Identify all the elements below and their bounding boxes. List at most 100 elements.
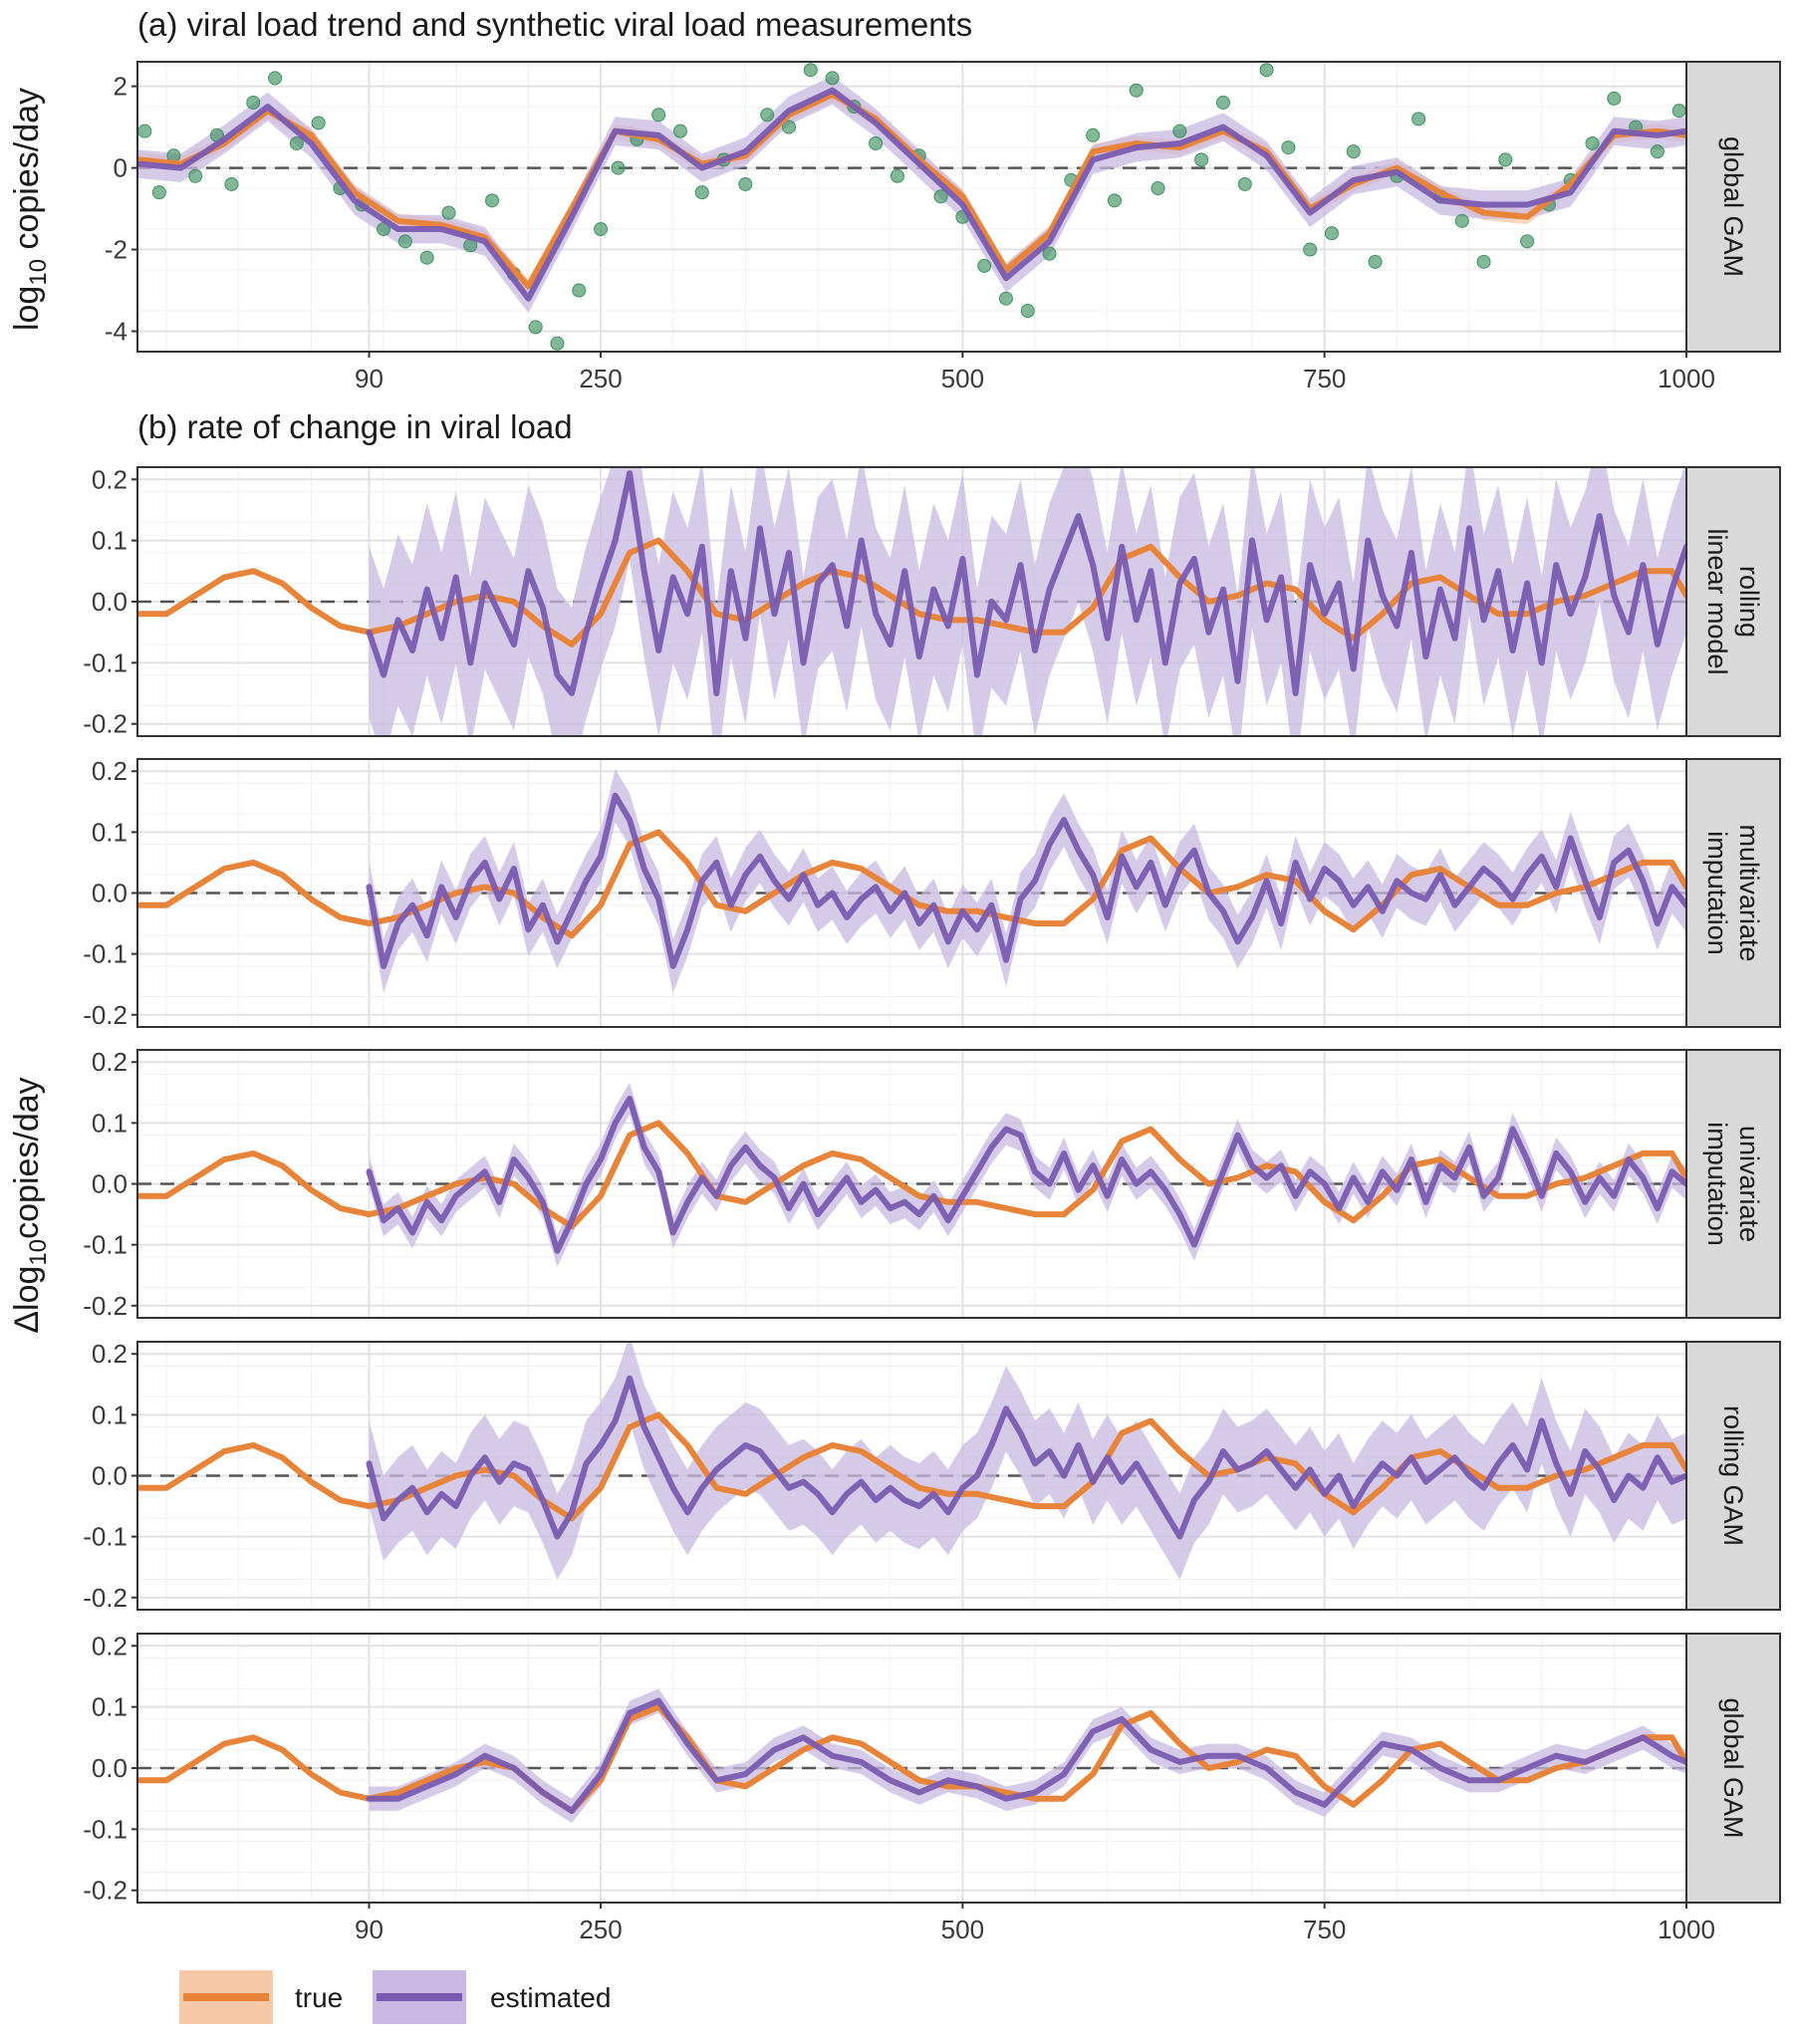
measurement-point bbox=[1042, 246, 1057, 261]
measurement-point bbox=[1368, 254, 1383, 269]
panels: -4 -2 0 2 90 250 500 750 1000 global GAM -0.2 -0.1 0… bbox=[83, 61, 1781, 1944]
facet-strip: univariateimputation bbox=[1685, 1049, 1781, 1319]
panel-b3: -0.2 -0.1 0.0 0.1 0.2 univariateimputation bbox=[83, 1047, 1781, 1321]
y-tick-label: -0.2 bbox=[83, 1583, 128, 1613]
facet-strip-label-line: rolling bbox=[1734, 566, 1764, 638]
estimated-series-line bbox=[366, 1697, 1686, 1814]
measurement-point bbox=[1454, 213, 1469, 228]
facet-strip-label-line: imputation bbox=[1702, 1122, 1732, 1246]
panel-b4: -0.2 -0.1 0.0 0.1 0.2 rolling GAM bbox=[83, 1339, 1781, 1613]
measurement-point bbox=[1607, 91, 1622, 106]
facet-strip-label-line: rolling GAM bbox=[1718, 1405, 1748, 1546]
y-tick-label: 0 bbox=[114, 153, 128, 183]
legend-key-estimated bbox=[373, 1970, 466, 2024]
y-tick-label: -0.1 bbox=[83, 1230, 128, 1260]
panel-b-y-axis-label: Δlog10copies/day bbox=[8, 1077, 52, 1333]
true-series-line bbox=[137, 829, 1686, 939]
facet-strip-background bbox=[1685, 1341, 1781, 1611]
facet-strip: global GAM bbox=[1685, 1633, 1781, 1904]
measurement-point bbox=[825, 71, 840, 86]
plot-area bbox=[137, 467, 1686, 736]
facet-strip-label-line: multivariate bbox=[1734, 824, 1764, 961]
estimated-series-ribbon bbox=[369, 768, 1686, 993]
y-tick-label: -0.1 bbox=[83, 1814, 128, 1844]
measurement-point bbox=[268, 71, 283, 86]
y-tick-label: 0.0 bbox=[92, 587, 128, 617]
legend-key-true bbox=[179, 1970, 273, 2024]
estimated-series-line bbox=[137, 87, 1686, 302]
y-tick-label: -2 bbox=[105, 235, 128, 265]
measurement-point bbox=[869, 135, 884, 150]
facet-strip-background bbox=[1685, 61, 1781, 353]
measurement-point bbox=[1303, 242, 1318, 257]
measurement-point bbox=[1281, 140, 1296, 155]
measurement-point bbox=[1650, 144, 1665, 159]
x-tick-label: 250 bbox=[579, 364, 622, 393]
measurement-point bbox=[572, 283, 587, 298]
measurement-point bbox=[1215, 95, 1230, 110]
measurement-point bbox=[528, 320, 543, 335]
measurement-point bbox=[1107, 193, 1122, 208]
legend-estimated-label: estimated bbox=[490, 1982, 611, 2013]
measurement-point bbox=[397, 234, 412, 249]
y-tick-label: -0.2 bbox=[83, 709, 128, 739]
legend-true-label: true bbox=[295, 1982, 343, 2013]
y-tick-label: -0.1 bbox=[83, 1522, 128, 1552]
plot-area bbox=[137, 1688, 1686, 1824]
estimated-series-line bbox=[366, 792, 1686, 969]
y-tick-label: 0.0 bbox=[92, 879, 128, 908]
estimated-series-ribbon bbox=[369, 1342, 1686, 1580]
measurement-point bbox=[1411, 112, 1426, 127]
panel-b2: -0.2 -0.1 0.0 0.1 0.2 multivariateimputation bbox=[83, 756, 1781, 1030]
y-tick-label: -0.2 bbox=[83, 1876, 128, 1906]
true-series-line bbox=[137, 1703, 1686, 1814]
measurement-point bbox=[1086, 128, 1101, 142]
measurement-point bbox=[1237, 176, 1252, 191]
measurement-point bbox=[781, 120, 796, 134]
facet-strip-label: univariateimputation bbox=[1702, 1122, 1764, 1246]
measurement-point bbox=[1671, 104, 1686, 119]
plot-area bbox=[137, 768, 1686, 993]
x-tick-label: 90 bbox=[355, 1915, 384, 1944]
measurement-point bbox=[998, 291, 1013, 306]
measurement-point bbox=[1498, 152, 1513, 167]
y-tick-label: 0.2 bbox=[92, 756, 128, 786]
panel-b1: -0.2 -0.1 0.0 0.1 0.2 rollinglinear model bbox=[83, 464, 1781, 739]
measurement-point bbox=[672, 124, 687, 138]
estimated-series-line bbox=[366, 1375, 1686, 1540]
x-tick-label: 90 bbox=[355, 364, 384, 393]
y-tick-label: 0.1 bbox=[92, 1692, 128, 1722]
measurement-point bbox=[188, 168, 203, 183]
facet-strip-label-line: global GAM bbox=[1718, 1697, 1748, 1838]
measurement-point bbox=[419, 250, 434, 265]
y-tick-label: 0.0 bbox=[92, 1169, 128, 1199]
y-tick-label: 0.2 bbox=[92, 464, 128, 494]
plot-area bbox=[137, 63, 1686, 351]
panel-a-y-axis-label: log10 copies/day bbox=[8, 88, 52, 331]
facet-strip-label: rollinglinear model bbox=[1702, 528, 1764, 674]
plot-area bbox=[137, 1342, 1686, 1580]
y-tick-label: -0.1 bbox=[83, 939, 128, 969]
measurement-point bbox=[803, 63, 818, 78]
panel-a-title: (a) viral load trend and synthetic viral… bbox=[137, 6, 972, 43]
y-tick-label: -0.2 bbox=[83, 1000, 128, 1030]
panel-b5: -0.2 -0.1 0.0 0.1 0.2 90 250 500 750 1000 global G… bbox=[83, 1631, 1781, 1944]
x-tick-label: 500 bbox=[941, 364, 984, 393]
facet-strip: global GAM bbox=[1685, 61, 1781, 353]
facet-strip-label: rolling GAM bbox=[1718, 1405, 1748, 1546]
measurement-point bbox=[1585, 135, 1600, 150]
panel-b-title: (b) rate of change in viral load bbox=[137, 408, 573, 445]
y-tick-label: 0.1 bbox=[92, 1400, 128, 1429]
ylabel-a-text: log bbox=[8, 286, 46, 331]
x-tick-label: 1000 bbox=[1658, 364, 1715, 393]
legend: true estimated bbox=[179, 1970, 611, 2024]
measurement-point bbox=[1346, 144, 1361, 159]
facet-strip-label-line: univariate bbox=[1734, 1126, 1764, 1242]
x-tick-label: 750 bbox=[1303, 364, 1346, 393]
y-tick-label: 0.1 bbox=[92, 526, 128, 556]
facet-strip: multivariateimputation bbox=[1685, 758, 1781, 1028]
measurement-point bbox=[977, 258, 992, 273]
facet-strip-background bbox=[1685, 1049, 1781, 1319]
measurement-point bbox=[738, 176, 753, 191]
facet-strip-label: multivariateimputation bbox=[1702, 824, 1764, 961]
